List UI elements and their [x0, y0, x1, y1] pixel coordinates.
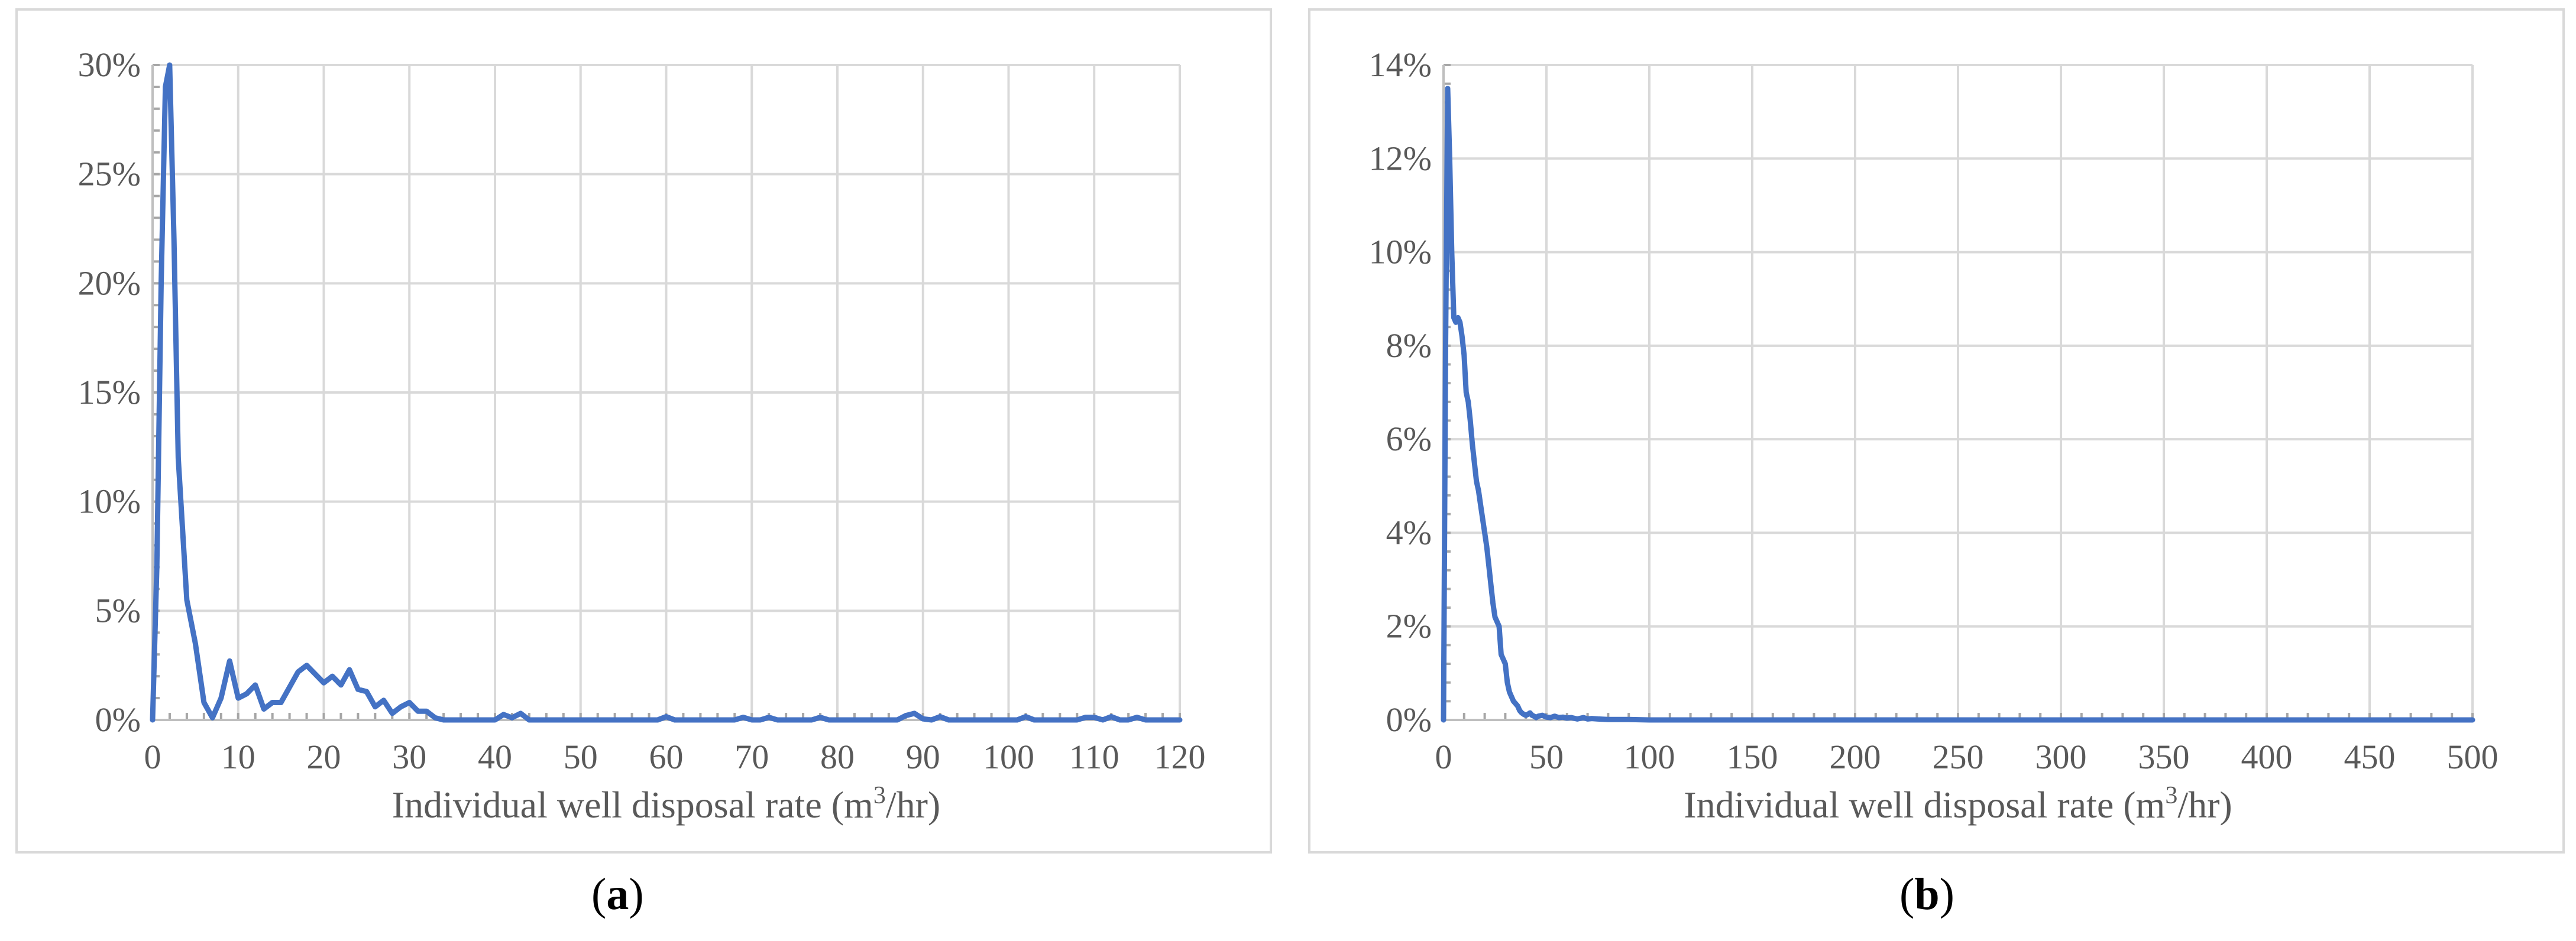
x-tick-label: 200: [1830, 738, 1881, 776]
x-tick-label: 300: [2035, 738, 2087, 776]
x-tick-label: 450: [2344, 738, 2396, 776]
caption-a-open: (: [591, 869, 607, 919]
y-tick-label: 0%: [1386, 700, 1432, 739]
x-tick-label: 50: [564, 738, 598, 776]
x-tick-label: 40: [478, 738, 512, 776]
y-tick-label: 25%: [78, 155, 141, 193]
caption-b-open: (: [1899, 869, 1915, 919]
x-tick-label: 60: [649, 738, 684, 776]
y-tick-label: 14%: [1369, 46, 1432, 84]
y-tick-label: 20%: [78, 264, 141, 302]
x-tick-label: 70: [734, 738, 769, 776]
x-tick-label: 10: [221, 738, 255, 776]
x-axis-title-sup: 3: [2165, 782, 2177, 809]
x-tick-label: 80: [820, 738, 855, 776]
y-tick-label: 4%: [1386, 513, 1432, 551]
x-tick-label: 120: [1154, 738, 1206, 776]
y-tick-label: 8%: [1386, 326, 1432, 365]
x-tick-label: 100: [983, 738, 1034, 776]
x-tick-label: 250: [1933, 738, 1984, 776]
y-tick-label: 5%: [95, 591, 141, 630]
series-line: [150, 62, 1183, 723]
caption-b: (b): [1899, 869, 1954, 920]
x-axis-title: Individual well disposal rate (m3/hr): [1684, 782, 2232, 826]
y-tick-label: 10%: [1369, 233, 1432, 271]
x-axis-title: Individual well disposal rate (m3/hr): [392, 782, 940, 826]
caption-b-letter: b: [1914, 869, 1940, 919]
x-tick-label: 350: [2138, 738, 2190, 776]
x-axis-title-tail: /hr): [886, 784, 940, 826]
y-tick-label: 2%: [1386, 607, 1432, 645]
y-tick-label: 6%: [1386, 420, 1432, 458]
x-tick-label: 0: [1435, 738, 1452, 776]
x-tick-label: 90: [906, 738, 940, 776]
x-axis-title-main: Individual well disposal rate (m: [392, 784, 873, 826]
y-tick-label: 0%: [95, 700, 141, 739]
x-tick-label: 50: [1529, 738, 1564, 776]
caption-b-close: ): [1939, 869, 1954, 919]
x-tick-label: 400: [2241, 738, 2293, 776]
x-tick-label: 30: [392, 738, 426, 776]
x-tick-label: 150: [1727, 738, 1778, 776]
y-tick-label: 12%: [1369, 139, 1432, 177]
y-tick-label: 15%: [78, 373, 141, 411]
chart-b-svg: 0%2%4%6%8%10%12%14%0 50 100 150 200 250 300 350…: [1369, 46, 2499, 826]
series-line: [1441, 86, 2475, 723]
x-axis-title-main: Individual well disposal rate (m: [1684, 784, 2165, 826]
x-tick-label: 110: [1069, 738, 1119, 776]
x-tick-label: 0: [144, 738, 161, 776]
caption-a: (a): [591, 869, 644, 920]
chart-panel-b: 0% 2% 4% 6% 8% 10% 12% 14% 0 50 100 150 200 250 300 350…: [1308, 8, 2565, 854]
x-tick-label: 500: [2447, 738, 2499, 776]
caption-a-close: ): [629, 869, 644, 919]
x-tick-label: 20: [307, 738, 341, 776]
x-axis-title-tail: /hr): [2177, 784, 2232, 826]
y-tick-label: 10%: [78, 482, 141, 521]
chart-panel-a: 0% 5% 10% 15% 20% 25% 30% 0 10 20 30 40 50 60 70 80 90 10…: [15, 8, 1272, 854]
x-tick-label: 100: [1624, 738, 1675, 776]
chart-a-svg: 0% 5% 10% 15% 20% 25% 30% 0 10 20 30 40 50 60 70 80 90 10…: [78, 46, 1206, 826]
y-tick-label: 30%: [78, 46, 141, 84]
x-axis-title-sup: 3: [873, 782, 886, 809]
caption-a-letter: a: [606, 869, 629, 919]
